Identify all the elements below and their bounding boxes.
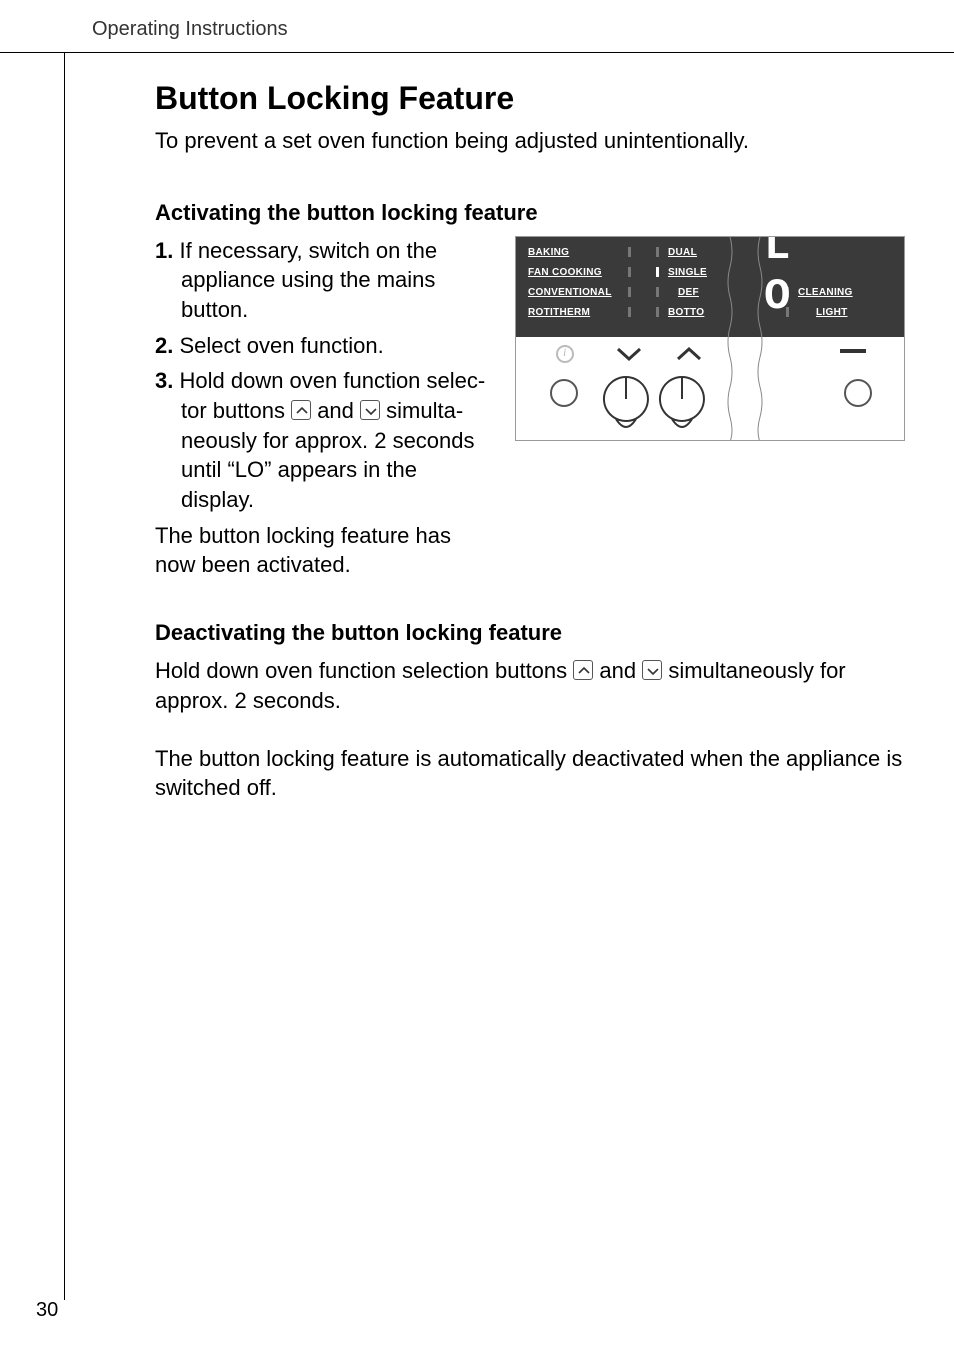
up-keycap-icon-2 [573,660,593,680]
tick-8 [656,307,659,317]
rule-left [64,52,65,1300]
rule-top [0,52,954,53]
step-2: 2. Select oven function. [155,331,495,361]
s2-p1-pre: Hold down oven function selection button… [155,658,573,683]
tick-3 [628,287,631,297]
dial-1-icon [600,373,652,425]
func-baking: BAKING [528,247,569,258]
running-head: Operating Instructions [92,18,954,41]
lo-display: L O [764,247,834,297]
tick-5 [656,247,659,257]
page-title: Button Locking Feature [155,80,915,117]
right-button-icon [844,379,872,407]
page: Operating Instructions Button Locking Fe… [0,0,954,1352]
tick-7 [656,287,659,297]
section2-p1: Hold down oven function selection button… [155,656,915,715]
mains-button-icon [550,379,578,407]
func-dual: DUAL [668,247,697,258]
panel-bottom [516,337,905,441]
steps-column: 1. If necessary, switch on the appli­anc… [155,236,495,581]
content: Button Locking Feature To prevent a set … [155,80,915,831]
step-3-num: 3. [155,368,173,393]
func-botto: BOTTO [668,307,704,318]
tear-left-icon [726,237,734,441]
control-panel-illustration: BAKING FAN COOKING CONVENTIONAL ROTITHER… [515,236,905,441]
chevron-down-icon [614,343,644,370]
func-single: SINGLE [668,267,707,278]
info-icon [556,345,574,363]
step-1-num: 1. [155,238,173,263]
lead-paragraph: To prevent a set oven function being adj… [155,127,915,156]
step-3-mid: and [311,398,360,423]
step-2-num: 2. [155,333,173,358]
step-3: 3. Hold down oven function selec­tor but… [155,366,495,514]
tick-1 [628,247,631,257]
tick-4 [628,307,631,317]
func-fan-cooking: FAN COOKING [528,267,602,278]
tear-right-icon [756,237,764,441]
step-1: 1. If necessary, switch on the appli­anc… [155,236,495,325]
up-keycap-icon [291,400,311,420]
chevron-up-icon [674,343,704,370]
down-keycap-icon [360,400,380,420]
panel-column: BAKING FAN COOKING CONVENTIONAL ROTITHER… [515,236,905,581]
minus-icon [840,349,866,353]
step-2-text: Select oven function. [179,333,383,358]
dial-2-icon [656,373,708,425]
section2-heading: Deactivating the button locking feature [155,620,915,646]
page-number: 30 [36,1299,58,1322]
func-rotitherm: ROTITHERM [528,307,590,318]
step-1-text: If necessary, switch on the appli­ance u… [179,238,437,322]
tick-2 [628,267,631,277]
section1-heading: Activating the button locking feature [155,200,915,226]
section2-p2: The button locking feature is automatica… [155,744,915,803]
two-column-row: 1. If necessary, switch on the appli­anc… [155,236,915,581]
down-keycap-icon-2 [642,660,662,680]
panel-top: BAKING FAN COOKING CONVENTIONAL ROTITHER… [516,237,905,337]
func-conventional: CONVENTIONAL [528,287,612,298]
section1-continuation: The button locking feature has now been … [155,521,495,580]
steps-list: 1. If necessary, switch on the appli­anc… [155,236,495,515]
func-def: DEF [678,287,699,298]
s2-p1-mid: and [593,658,642,683]
tick-6-on [656,267,659,277]
